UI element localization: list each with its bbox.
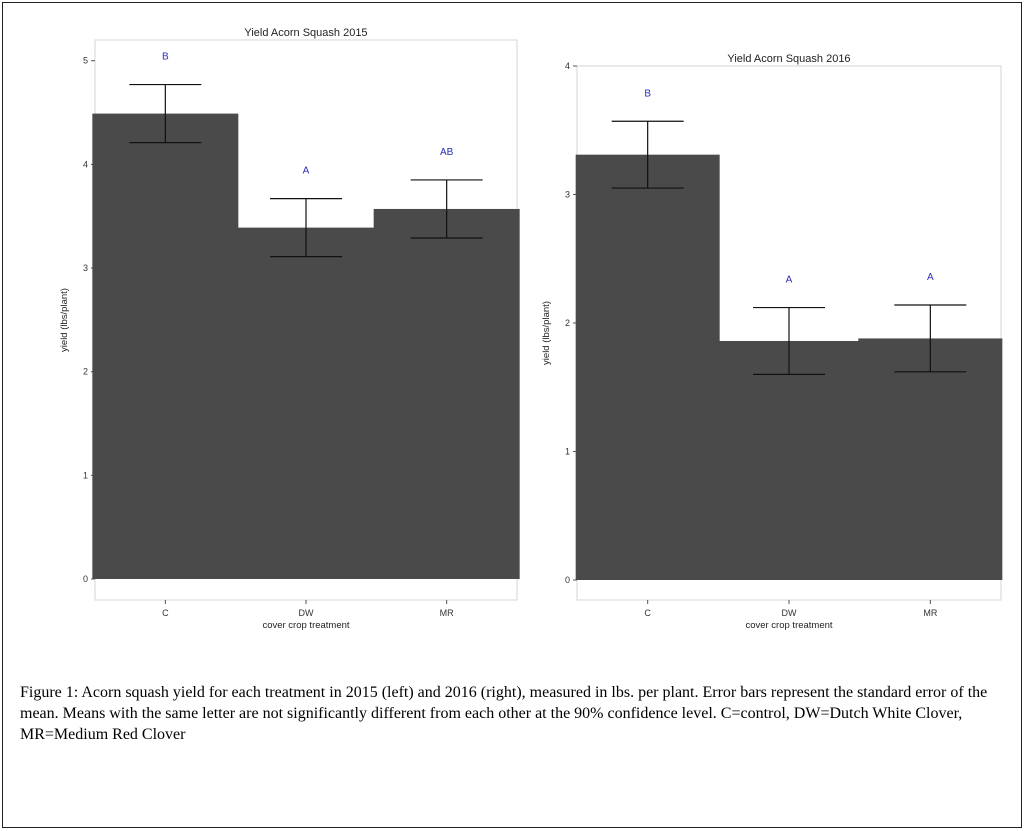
y-tick-label: 4 xyxy=(565,61,570,71)
y-tick-label: 1 xyxy=(565,447,570,457)
y-axis-label: yield (lbs/plant) xyxy=(541,301,552,365)
x-axis-label: cover crop treatment xyxy=(262,620,349,631)
y-tick-label: 3 xyxy=(83,263,88,273)
y-tick-label: 4 xyxy=(83,159,88,169)
y-tick-label: 0 xyxy=(83,574,88,584)
y-tick-label: 5 xyxy=(83,56,88,66)
x-tick-label: DW xyxy=(782,608,797,618)
significance-letter: A xyxy=(786,275,793,286)
significance-letter: B xyxy=(644,88,651,99)
chart-panel-2015: Yield Acorn Squash 2015 0 1 2 3 4 5 yield (lbs/… xyxy=(59,27,520,631)
bar-mr xyxy=(858,338,1003,580)
significance-letter: AB xyxy=(440,147,454,158)
chart-title: Yield Acorn Squash 2016 xyxy=(727,53,850,65)
significance-letter: A xyxy=(927,272,934,283)
x-tick-label: MR xyxy=(923,608,937,618)
y-tick-label: 3 xyxy=(565,190,570,200)
chart-panel-2016: Yield Acorn Squash 2016 0 1 2 3 4 yield (lbs/p… xyxy=(541,53,1003,631)
bar-dw xyxy=(717,340,861,580)
y-axis-label: yield (lbs/plant) xyxy=(59,288,70,352)
x-tick-label: C xyxy=(644,608,651,618)
figure-caption: Figure 1: Acorn squash yield for each tr… xyxy=(20,684,988,743)
significance-letter: A xyxy=(303,166,310,177)
y-tick-label: 2 xyxy=(83,367,88,377)
y-tick-label: 2 xyxy=(565,318,570,328)
y-tick-label: 0 xyxy=(565,575,570,585)
significance-letter: B xyxy=(162,52,169,63)
chart-title: Yield Acorn Squash 2015 xyxy=(244,27,367,39)
x-tick-label: C xyxy=(162,608,169,618)
x-tick-label: DW xyxy=(299,608,314,618)
bar-c xyxy=(92,113,239,579)
x-axis-label: cover crop treatment xyxy=(745,620,832,631)
bar-c xyxy=(575,154,720,581)
figure-canvas: Yield Acorn Squash 2015 0 1 2 3 4 5 yield (lbs/… xyxy=(59,27,1003,631)
y-tick-label: 1 xyxy=(83,470,88,480)
bar-dw xyxy=(233,227,379,579)
bar-mr xyxy=(373,208,520,580)
x-tick-label: MR xyxy=(440,608,454,618)
